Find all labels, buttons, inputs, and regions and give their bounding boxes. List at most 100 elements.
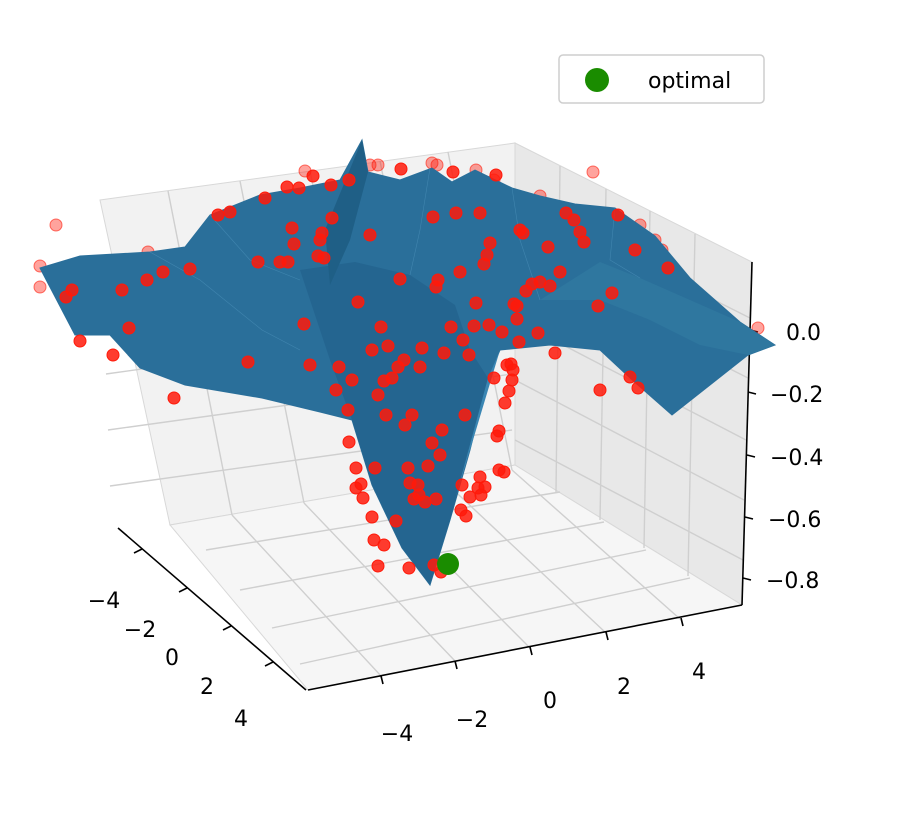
- sample-point: [429, 492, 443, 506]
- sample-point: [426, 210, 440, 224]
- x-tick-label: 2: [200, 675, 214, 700]
- sample-point: [605, 286, 619, 300]
- sample-point: [33, 280, 47, 294]
- sample-point: [398, 418, 412, 432]
- sample-point: [306, 169, 320, 183]
- legend-marker-optimal: [585, 68, 609, 92]
- y-tick-label: 2: [617, 675, 631, 700]
- sample-point: [490, 429, 504, 443]
- sample-point: [106, 348, 120, 362]
- sample-point: [469, 296, 483, 310]
- sample-point: [415, 341, 429, 355]
- sample-point: [59, 290, 73, 304]
- sample-point: [437, 346, 451, 360]
- sample-point: [402, 561, 416, 575]
- y-tick-label: −4: [381, 722, 413, 747]
- sample-point: [297, 317, 311, 331]
- sample-point: [280, 180, 294, 194]
- sample-point: [292, 181, 306, 195]
- sample-point: [365, 343, 379, 357]
- sample-point: [258, 191, 272, 205]
- z-axis-line: [741, 261, 753, 606]
- sample-point: [487, 371, 501, 385]
- sample-point: [628, 243, 642, 257]
- sample-point: [223, 205, 237, 219]
- sample-point: [425, 436, 439, 450]
- sample-point: [374, 320, 388, 334]
- sample-point: [462, 348, 476, 362]
- z-tick-label: −0.6: [768, 508, 821, 533]
- sample-point: [495, 325, 509, 339]
- sample-point: [478, 480, 492, 494]
- sample-point: [167, 391, 181, 405]
- sample-point: [281, 255, 295, 269]
- sample-point: [211, 208, 225, 222]
- sample-point: [356, 491, 370, 505]
- sample-point: [567, 213, 581, 227]
- sample-point: [489, 168, 503, 182]
- sample-point: [446, 165, 460, 179]
- sample-point: [381, 339, 395, 353]
- sample-point: [591, 299, 605, 313]
- sample-point: [379, 408, 393, 422]
- y-axis-line: [307, 604, 743, 691]
- surface-right-shade: [540, 262, 775, 355]
- sample-point: [444, 320, 458, 334]
- sample-point: [317, 251, 331, 265]
- sample-point: [541, 240, 555, 254]
- sample-point: [631, 381, 645, 395]
- sample-point: [405, 408, 419, 422]
- sample-point: [303, 358, 317, 372]
- z-tick-label: −0.8: [766, 569, 819, 594]
- sample-point: [115, 283, 129, 297]
- sample-point: [418, 495, 432, 509]
- surface-edges: [149, 167, 641, 351]
- sample-point: [497, 465, 511, 479]
- sample-point: [183, 262, 197, 276]
- sample-point: [122, 321, 136, 335]
- sample-point: [543, 279, 557, 293]
- y-tick-label: −2: [456, 708, 488, 733]
- y-tick-label: 0: [543, 689, 557, 714]
- sample-point: [577, 235, 591, 249]
- x-tick-label: 4: [234, 707, 248, 732]
- sample-point: [371, 388, 385, 402]
- sample-point: [342, 173, 356, 187]
- tick-labels: −4 −2 0 2 4 −4 −2 0 2 4 0.0 −0.2 −0.4 −0…: [88, 321, 824, 747]
- y-tick-label: 4: [692, 660, 706, 685]
- sample-point: [397, 353, 411, 367]
- sample-point: [401, 461, 415, 475]
- sample-point: [285, 221, 299, 235]
- x-tick-label: 0: [165, 646, 179, 671]
- legend-label-optimal: optimal: [648, 69, 731, 94]
- sample-point: [431, 273, 445, 287]
- sample-point: [73, 334, 87, 348]
- sample-point: [661, 261, 675, 275]
- sample-point: [459, 509, 473, 523]
- optimal-point: [437, 553, 459, 575]
- sample-point: [510, 299, 524, 313]
- sample-point: [553, 265, 567, 279]
- z-tick-label: 0.0: [786, 321, 821, 346]
- sample-point: [456, 333, 470, 347]
- sample-point: [363, 228, 377, 242]
- sample-point: [433, 448, 447, 462]
- legend: optimal: [558, 54, 765, 104]
- sample-point: [449, 206, 463, 220]
- sample-point: [394, 162, 408, 176]
- sample-point: [341, 403, 355, 417]
- sample-point: [586, 165, 600, 179]
- sample-point: [325, 211, 339, 225]
- sample-point: [435, 423, 449, 437]
- sample-point: [371, 158, 385, 172]
- legend-box: [558, 54, 765, 104]
- sample-point: [483, 236, 497, 250]
- sample-point: [324, 178, 338, 192]
- sample-point: [548, 346, 562, 360]
- sample-point: [287, 237, 301, 251]
- x-tick-label: −4: [88, 589, 120, 614]
- sample-point: [385, 371, 399, 385]
- sample-point: [498, 396, 512, 410]
- sample-point: [482, 318, 496, 332]
